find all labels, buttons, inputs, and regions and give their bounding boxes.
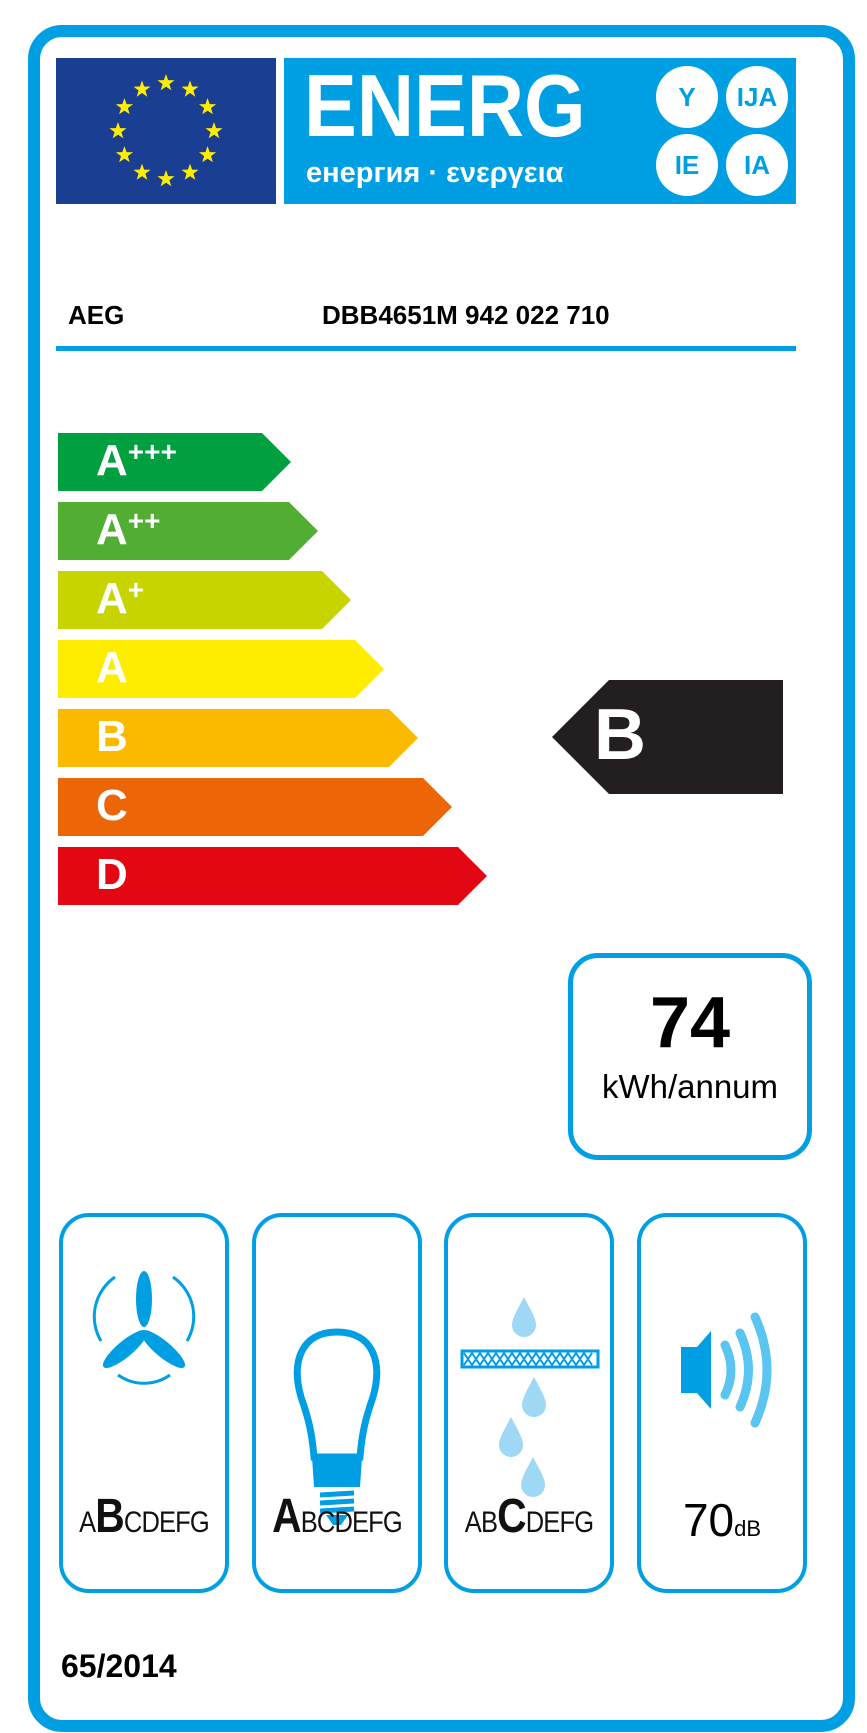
- grease-filter-icon: [460, 1297, 600, 1497]
- energy-scale-label: A++: [96, 505, 161, 554]
- energy-scale-bar: A+: [58, 571, 351, 629]
- energy-scale-bar: A+++: [58, 433, 291, 491]
- star-icon: [205, 122, 223, 139]
- energy-class-arrow: B: [552, 680, 783, 794]
- energy-scale-label: D: [96, 850, 128, 899]
- star-icon: [157, 170, 175, 187]
- star-icon: [133, 163, 151, 180]
- fan-efficiency-class: ABCDEFG: [79, 1490, 210, 1543]
- consumption-value: 74: [649, 983, 731, 1063]
- eu-flag: [56, 58, 276, 204]
- energy-banner: ENERG енергия · ενεργεια Y IJA IE IA: [284, 58, 796, 204]
- star-icon: [181, 163, 199, 180]
- energy-scale-label: A: [96, 643, 128, 692]
- star-icon: [115, 98, 133, 115]
- lighting-efficiency-class: ABCDEFG: [272, 1490, 403, 1543]
- energy-scale-bar: B: [58, 709, 418, 767]
- energy-scale-bar: C: [58, 778, 452, 836]
- suffix-y: Y: [656, 66, 718, 128]
- consumption-box: 74 kWh/annum: [568, 953, 812, 1160]
- star-icon: [157, 74, 175, 91]
- suffix-ie: IE: [656, 134, 718, 196]
- energy-scale-bar: D: [58, 847, 487, 905]
- lighting-efficiency-box: ABCDEFG: [252, 1213, 422, 1593]
- energy-scale-label: C: [96, 781, 128, 830]
- energy-scale-label: A+: [96, 574, 145, 623]
- speaker-icon: [681, 1312, 772, 1428]
- energy-scale-label: B: [96, 712, 128, 761]
- energy-scale-bar: A++: [58, 502, 318, 560]
- light-bulb-icon: [293, 1328, 381, 1525]
- noise-box: 70dB: [637, 1213, 807, 1593]
- divider: [56, 346, 796, 351]
- energy-class-value: B: [594, 695, 646, 775]
- energy-subtitle: енергия · ενεργεια: [306, 157, 564, 189]
- energy-scale-bar: A: [58, 640, 384, 698]
- star-icon: [199, 146, 217, 163]
- noise-level: 70dB: [682, 1494, 762, 1546]
- supplier-name: AEG: [68, 300, 125, 330]
- star-icon: [133, 80, 151, 97]
- grease-filtering-class: ABCDEFG: [464, 1490, 594, 1543]
- star-icon: [115, 146, 133, 163]
- grease-filtering-efficiency-box: ABCDEFG: [444, 1213, 614, 1593]
- suffix-ia: IA: [726, 134, 788, 196]
- suffix-ija: IJA: [726, 66, 788, 128]
- energy-title: ENERG: [304, 56, 586, 155]
- eu-stars-icon: [109, 74, 223, 187]
- star-icon: [199, 98, 217, 115]
- energy-scale-label: A+++: [96, 436, 177, 485]
- consumption-unit: kWh/annum: [601, 1068, 779, 1105]
- star-icon: [109, 122, 127, 139]
- star-icon: [181, 80, 199, 97]
- model-identifier: DBB4651M 942 022 710: [322, 300, 610, 330]
- regulation-number: 65/2014: [61, 1648, 177, 1684]
- fluid-dynamic-efficiency-box: ABCDEFG: [59, 1213, 229, 1593]
- fan-icon: [92, 1271, 196, 1385]
